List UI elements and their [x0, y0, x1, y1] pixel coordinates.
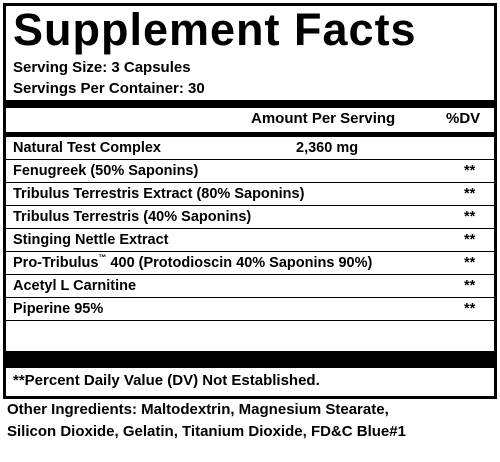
ingredient-name: Pro-Tribulus™ 400 (Protodioscin 40% Sapo… [13, 252, 372, 274]
table-row: Stinging Nettle Extract ** [6, 229, 494, 252]
ingredient-name: Fenugreek (50% Saponins) [13, 163, 199, 179]
column-header-row: Amount Per Serving %DV [6, 108, 494, 132]
trademark-symbol: ™ [98, 253, 107, 262]
ingredient-name: Stinging Nettle Extract [13, 232, 169, 248]
thick-divider-bottom [6, 351, 494, 368]
other-ingredients-line: Silicon Dioxide, Gelatin, Titanium Dioxi… [7, 423, 406, 440]
ingredient-dv: ** [464, 209, 476, 225]
other-ingredients: Other Ingredients: Maltodextrin, Magnesi… [7, 399, 495, 443]
ingredient-dv: ** [464, 255, 476, 271]
table-row: Acetyl L Carnitine ** [6, 275, 494, 298]
amount-per-serving-header: Amount Per Serving [251, 110, 396, 127]
ingredient-rows: Natural Test Complex 2,360 mg Fenugreek … [6, 137, 494, 321]
ingredient-dv: ** [464, 301, 476, 317]
daily-value-footnote: **Percent Daily Value (DV) Not Establish… [13, 372, 320, 389]
table-row: Piperine 95% ** [6, 298, 494, 321]
ingredient-dv: ** [464, 186, 476, 202]
ingredient-dv: ** [464, 278, 476, 294]
thick-divider-top [6, 100, 494, 108]
ingredient-name: Tribulus Terrestris Extract (80% Saponin… [13, 186, 305, 202]
ingredient-name: Natural Test Complex [13, 140, 161, 156]
daily-value-header: %DV [446, 110, 481, 127]
supplement-facts-panel: Supplement Facts Serving Size: 3 Capsule… [3, 3, 497, 399]
ingredient-name-part: 400 (Protodioscin 40% Saponins 90%) [106, 255, 373, 271]
table-row: Fenugreek (50% Saponins) ** [6, 160, 494, 183]
ingredient-name: Piperine 95% [13, 301, 104, 317]
servings-per-container: Servings Per Container: 30 [13, 80, 205, 97]
ingredient-name: Tribulus Terrestris (40% Saponins) [13, 209, 252, 225]
table-row: Tribulus Terrestris (40% Saponins) ** [6, 206, 494, 229]
thick-divider-middle [6, 132, 494, 137]
other-ingredients-line: Other Ingredients: Maltodextrin, Magnesi… [7, 401, 389, 418]
table-row: Pro-Tribulus™ 400 (Protodioscin 40% Sapo… [6, 252, 494, 275]
table-row: Tribulus Terrestris Extract (80% Saponin… [6, 183, 494, 206]
ingredient-dv: ** [464, 232, 476, 248]
ingredient-name-part: Pro-Tribulus [13, 255, 99, 271]
serving-size: Serving Size: 3 Capsules [13, 59, 191, 76]
ingredient-amount: 2,360 mg [296, 140, 359, 156]
panel-title: Supplement Facts [13, 4, 417, 55]
table-row: Natural Test Complex 2,360 mg [6, 137, 494, 160]
ingredient-dv: ** [464, 163, 476, 179]
ingredient-name: Acetyl L Carnitine [13, 278, 137, 294]
